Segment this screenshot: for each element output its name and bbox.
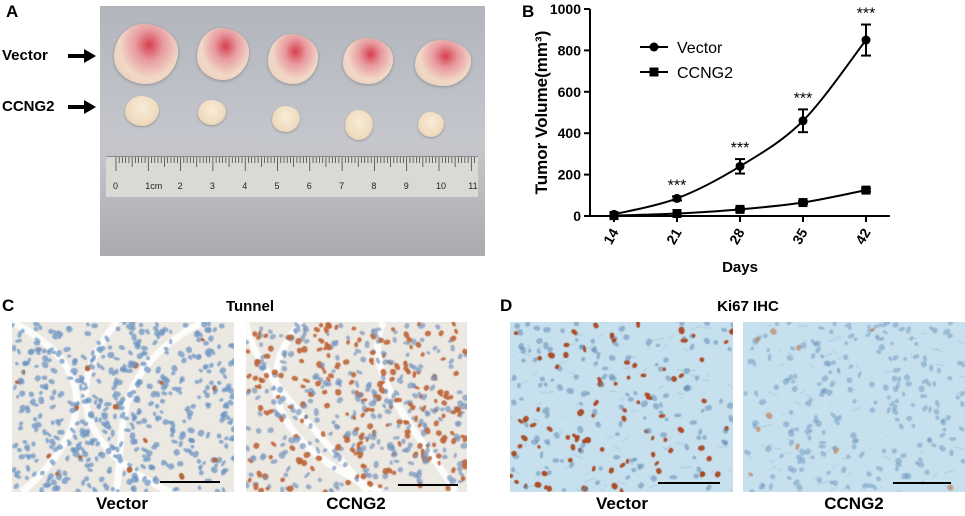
tumor-vector [343,38,393,84]
tumor-vector [268,34,318,84]
data-point [672,193,682,203]
tumor-ccng2 [198,100,226,125]
data-point [609,211,619,221]
caption-vector: Vector [596,494,648,513]
ruler-label: 10 [436,181,447,191]
data-point [672,209,682,219]
ruler-label: 9 [403,181,409,191]
tumor-vector [197,28,249,80]
significance-annotation: *** [857,6,876,23]
ruler-label: 1cm [145,181,163,191]
data-point [798,198,808,208]
x-tick-label: 28 [726,225,748,247]
legend-marker [649,42,659,52]
scale-bar [398,484,458,486]
ki67-ccng2-micrograph [743,322,965,492]
caption-ccng2: CCNG2 [326,494,386,513]
x-axis-label: Days [722,259,758,276]
row-label-vector: Vector [2,47,48,64]
ruler-label: 6 [306,181,312,191]
row-label-ccng2: CCNG2 [2,98,55,115]
x-tick-label: 42 [852,225,874,247]
ruler: 0 1cm 2 3 4 5 6 7 8 9 10 11 [106,156,478,197]
y-tick-label: 200 [558,167,582,183]
panel-d-label: D [500,296,513,315]
ruler-label: 2 [177,181,183,191]
ruler-label: 3 [209,181,215,191]
x-tick-label: 35 [789,225,811,247]
data-point [861,185,871,195]
arrow-right-icon [68,100,96,119]
scale-bar [658,482,720,484]
y-tick-label: 800 [558,42,582,58]
x-tick-label: 21 [663,225,685,247]
data-point [735,161,745,171]
y-tick-label: 600 [558,84,582,100]
tumor-volume-chart: 0 200 400 600 800 1000 14 21 28 35 42 Days Tumor Vol… [532,1,890,276]
ruler-label: 8 [371,181,377,191]
y-tick-label: 1000 [550,1,581,17]
arrow-right-icon [68,49,96,68]
ki67-vector-micrograph [510,322,733,492]
tumor-ccng2 [418,112,444,137]
data-point [861,35,871,45]
scale-bar [893,482,951,484]
legend-label: CCNG2 [677,65,733,82]
panel-c-title: Tunnel [225,298,275,315]
tumor-ccng2 [272,106,300,132]
significance-annotation: *** [731,140,750,157]
ruler-label: 7 [339,181,345,191]
data-point [735,204,745,214]
tumor-ccng2 [345,110,373,140]
x-tick-label: 14 [600,225,622,247]
tumor-ccng2 [125,96,159,126]
tunnel-ccng2-micrograph [246,322,467,492]
ruler-label: 11 [468,181,478,191]
legend-marker [649,67,659,77]
panel-d-title: Ki67 IHC [717,298,779,315]
y-tick-label: 0 [573,208,581,224]
panel-c-label: C [2,296,15,315]
data-point [798,116,808,126]
tumor-vector [114,24,178,84]
y-tick-label: 400 [558,125,582,141]
series-line-0 [613,39,867,216]
tumor-photo: 0 1cm 2 3 4 5 6 7 8 9 10 11 [100,6,485,256]
tumor-vector [415,40,471,86]
ruler-label: 5 [274,181,280,191]
y-axis-label: Tumor Volume(mm³) [532,31,551,195]
ruler-label: 4 [242,181,248,191]
significance-annotation: *** [794,90,813,107]
tunnel-vector-micrograph [12,322,234,492]
scale-bar [160,481,220,483]
panel-a-label: A [6,2,19,21]
caption-ccng2: CCNG2 [824,494,884,513]
legend-label: Vector [677,40,723,57]
panel-b-label: B [522,2,535,21]
caption-vector: Vector [96,494,148,513]
ruler-label: 0 [113,181,119,191]
significance-annotation: *** [668,177,687,194]
